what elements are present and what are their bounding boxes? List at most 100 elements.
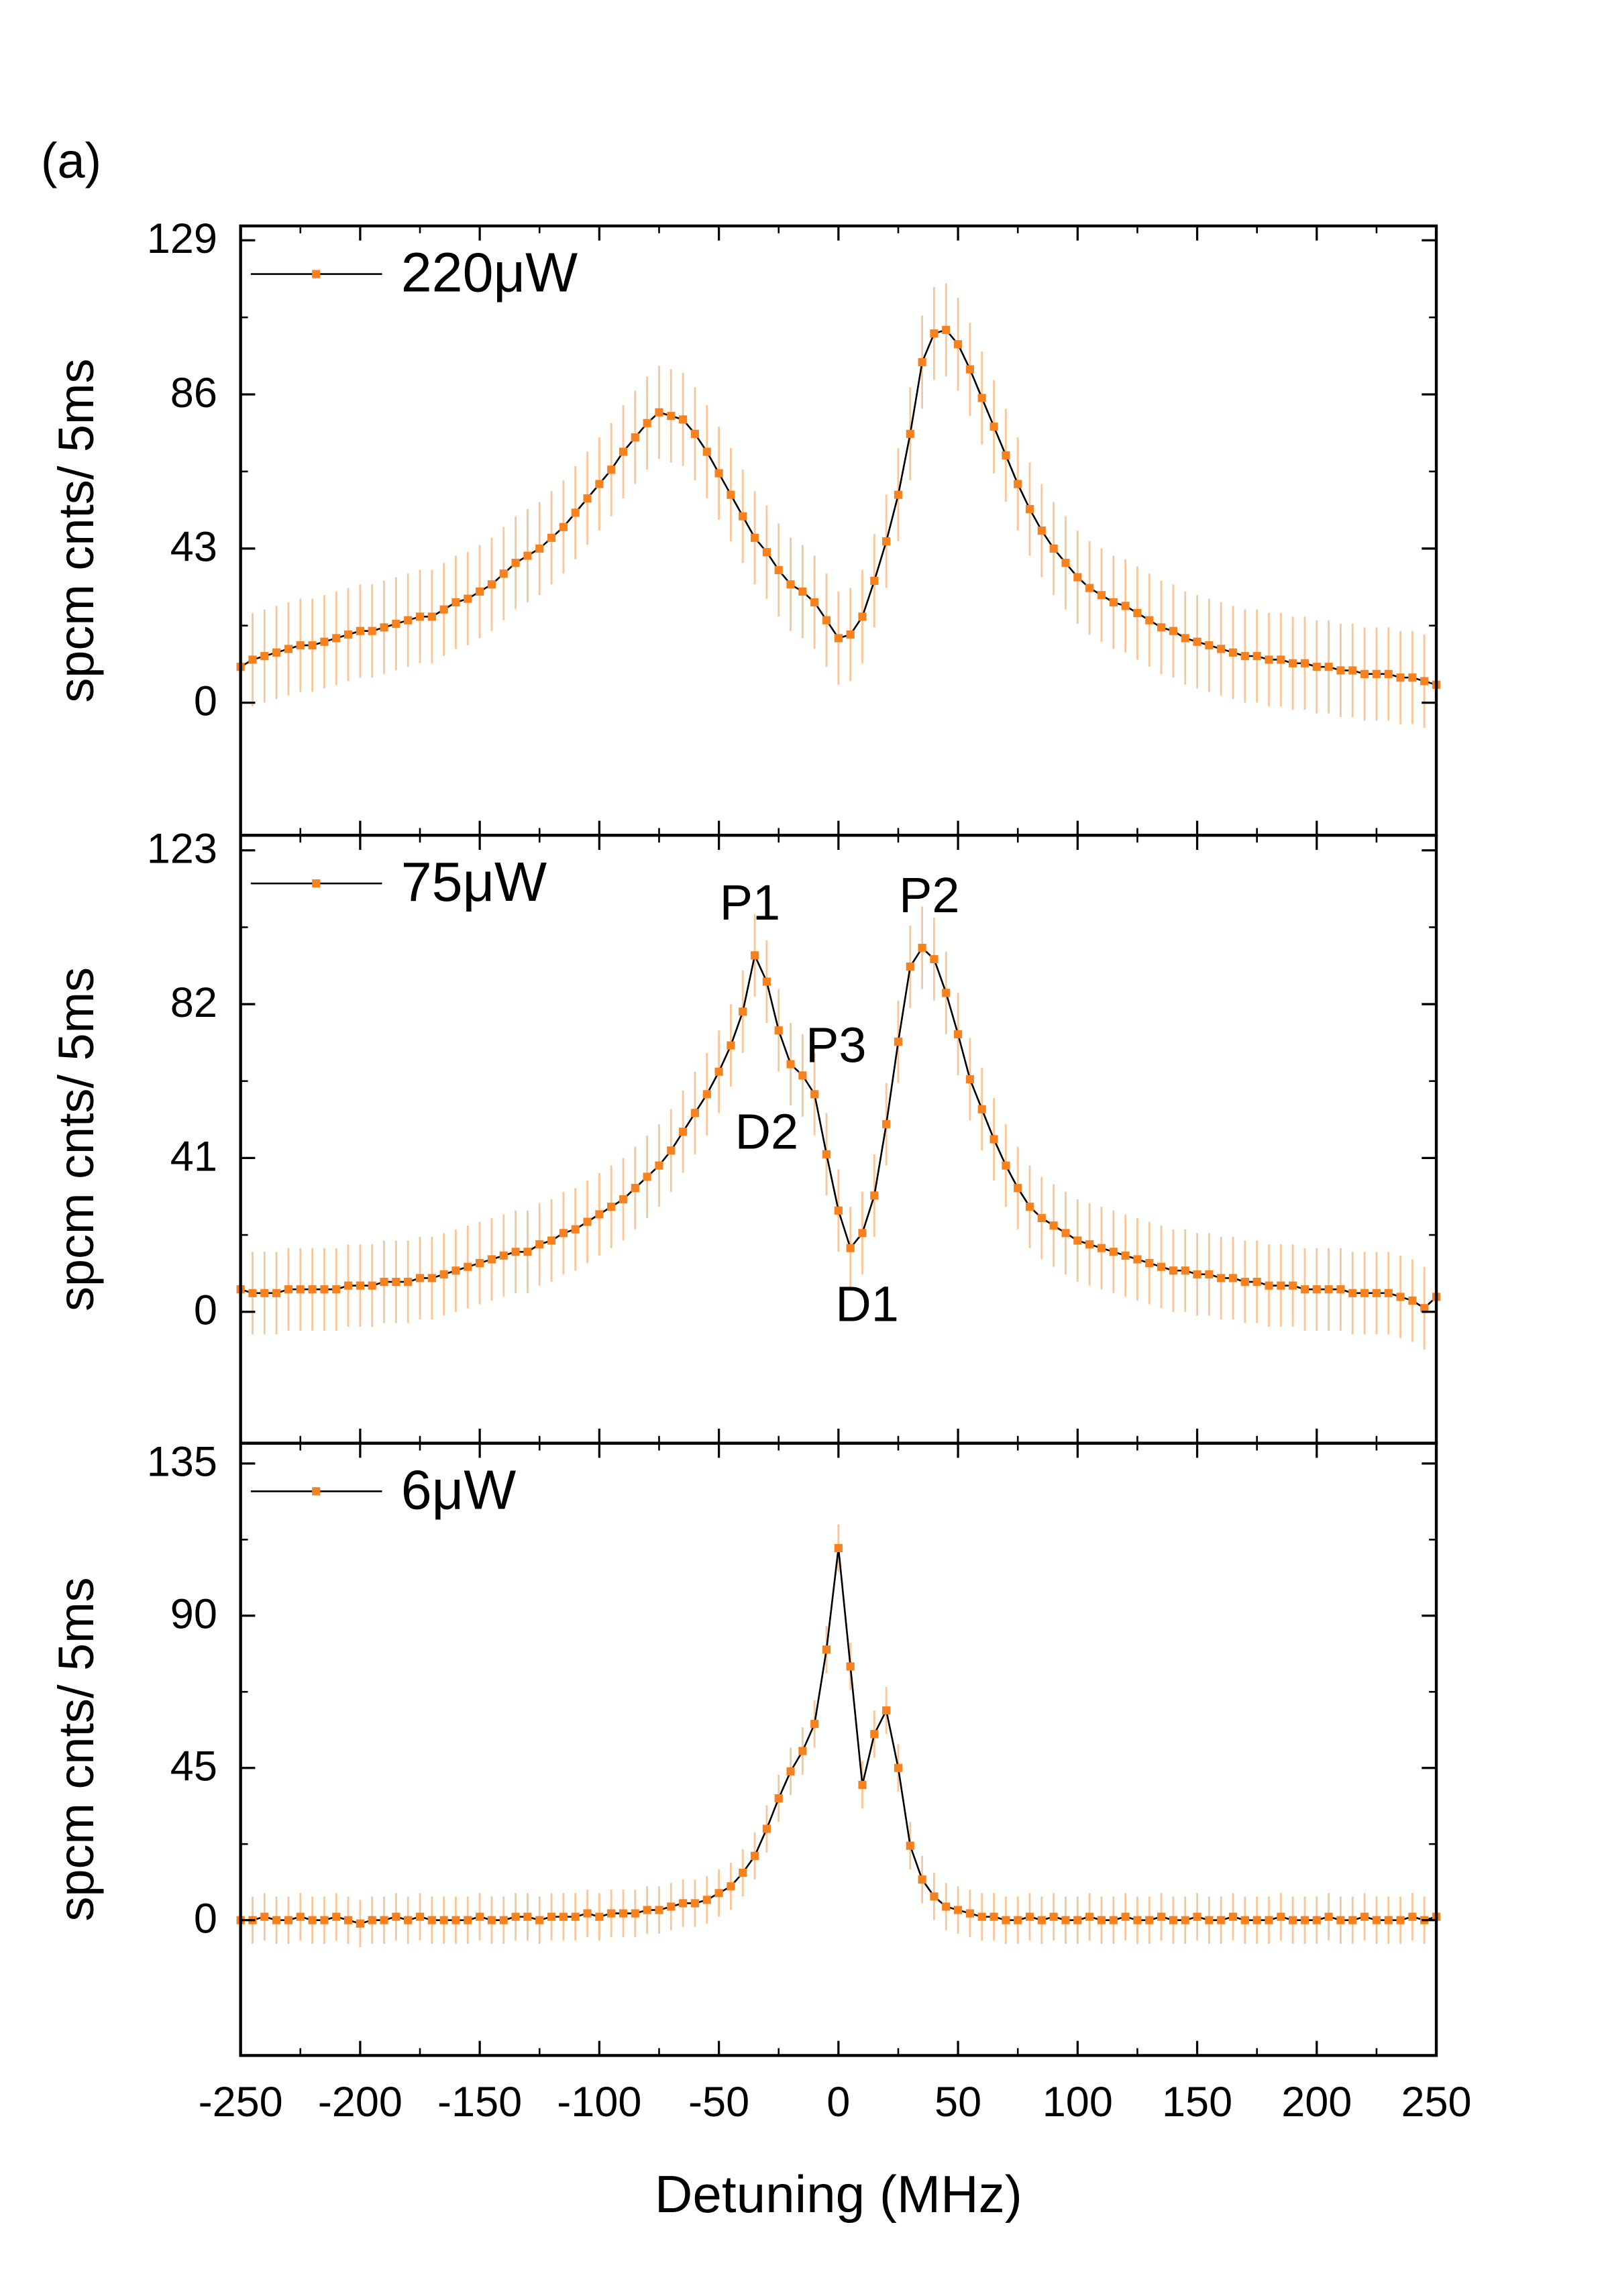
- data-point: [1097, 1916, 1106, 1924]
- data-point: [1265, 1916, 1273, 1924]
- data-point: [667, 412, 676, 421]
- data-point: [571, 508, 580, 517]
- data-point: [1002, 1161, 1010, 1170]
- x-tick-label: 100: [1042, 2079, 1113, 2126]
- data-point: [607, 1203, 616, 1211]
- data-point: [1372, 1289, 1381, 1297]
- data-point: [535, 1240, 544, 1249]
- data-point: [1240, 1277, 1249, 1287]
- data-point: [248, 655, 257, 664]
- data-point: [272, 1916, 281, 1924]
- data-point: [1014, 480, 1022, 488]
- data-point: [798, 587, 807, 596]
- data-point: [1384, 1289, 1393, 1297]
- data-point: [571, 1225, 580, 1234]
- data-point: [1025, 504, 1034, 514]
- data-point: [1324, 1285, 1333, 1294]
- data-point: [427, 1916, 436, 1924]
- data-point: [547, 1912, 556, 1921]
- data-point: [882, 537, 891, 546]
- data-point: [332, 634, 341, 643]
- data-point: [1312, 663, 1321, 671]
- data-point: [870, 1730, 879, 1739]
- data-point: [547, 1236, 556, 1245]
- data-point: [511, 1912, 520, 1921]
- data-point: [1348, 1289, 1357, 1297]
- data-point: [822, 616, 831, 624]
- data-point: [750, 1851, 759, 1860]
- legend-marker: [312, 879, 321, 888]
- data-point: [1252, 1916, 1261, 1924]
- data-point: [714, 1067, 723, 1076]
- data-point: [619, 1195, 628, 1204]
- data-point: [1300, 659, 1309, 667]
- data-point: [583, 1909, 592, 1918]
- data-point: [834, 634, 843, 643]
- data-point: [1037, 1916, 1046, 1924]
- x-tick-label: 50: [934, 2079, 981, 2126]
- data-point: [1360, 1289, 1369, 1297]
- data-point: [1336, 1285, 1345, 1294]
- data-point: [643, 419, 651, 427]
- data-point: [1169, 626, 1177, 635]
- data-point: [990, 1135, 998, 1144]
- data-point: [965, 1909, 974, 1918]
- data-point: [690, 429, 700, 438]
- y-axis-label: spcm cnts/ 5ms: [48, 1577, 104, 1921]
- annotation: P1: [720, 875, 780, 930]
- data-point: [977, 1105, 986, 1113]
- y-tick-label: 82: [170, 979, 217, 1026]
- data-point: [1157, 1262, 1166, 1271]
- data-point: [380, 623, 388, 632]
- data-point: [667, 1146, 676, 1155]
- data-point: [1420, 677, 1429, 686]
- data-point: [392, 619, 400, 628]
- data-point: [1300, 1916, 1309, 1924]
- data-point: [953, 340, 963, 349]
- data-point: [1205, 641, 1214, 650]
- data-point: [427, 612, 436, 621]
- data-point: [1252, 652, 1261, 661]
- x-tick-label: -200: [318, 2079, 403, 2126]
- data-point: [1312, 1285, 1321, 1294]
- data-point: [1073, 573, 1082, 582]
- data-point: [404, 616, 413, 624]
- data-point: [906, 429, 914, 438]
- data-point: [595, 1912, 604, 1921]
- data-point: [858, 1229, 867, 1238]
- data-point: [415, 1274, 425, 1282]
- data-point: [1037, 1213, 1046, 1223]
- data-point: [894, 1763, 903, 1772]
- data-point: [679, 415, 688, 424]
- data-point: [1133, 608, 1142, 618]
- data-point: [965, 365, 974, 374]
- data-point: [846, 630, 855, 639]
- data-point: [846, 1244, 855, 1252]
- data-point: [523, 551, 532, 560]
- data-point: [1265, 1281, 1273, 1290]
- data-point: [846, 1662, 855, 1671]
- data-point: [523, 1912, 532, 1921]
- x-tick-label: 150: [1162, 2079, 1232, 2126]
- data-point: [774, 1026, 783, 1035]
- data-point: [834, 1206, 843, 1215]
- data-point: [655, 408, 663, 417]
- data-point: [356, 626, 364, 635]
- data-point: [260, 652, 269, 661]
- data-point: [499, 1916, 508, 1924]
- data-point: [308, 641, 317, 650]
- data-point: [942, 1902, 951, 1911]
- data-point: [368, 626, 376, 635]
- data-point: [1240, 1916, 1249, 1924]
- data-point: [284, 1916, 293, 1924]
- data-point: [774, 1794, 783, 1803]
- data-point: [1073, 1916, 1082, 1924]
- data-point: [1145, 616, 1154, 624]
- data-point: [451, 1916, 460, 1924]
- data-point: [1193, 1912, 1201, 1921]
- data-point: [607, 1909, 616, 1918]
- data-point: [487, 580, 496, 589]
- data-point: [1133, 1255, 1142, 1264]
- y-tick-label: 0: [194, 1287, 217, 1334]
- data-point: [918, 944, 926, 952]
